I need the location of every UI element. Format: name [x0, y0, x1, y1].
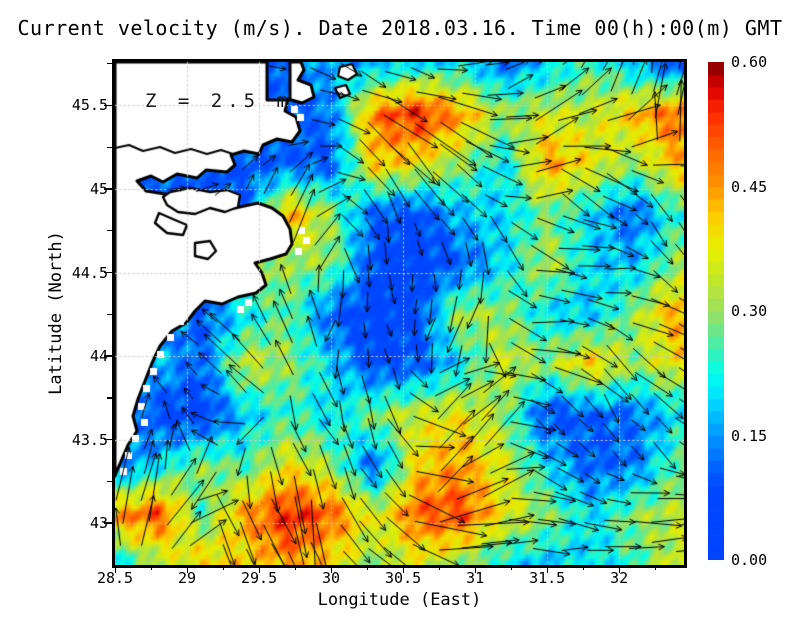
- x-tick-mark: [330, 565, 333, 573]
- x-minor-tick-mark: [438, 565, 440, 570]
- plot-title: Current velocity (m/s). Date 2018.03.16.…: [17, 16, 783, 40]
- map-plot-area: Z = 2.5 m: [112, 59, 687, 568]
- colorbar-tick-label: 0.15: [731, 426, 768, 445]
- colorbar-tick-label: 0.30: [731, 302, 768, 320]
- x-tick-label: 31.5: [529, 569, 566, 587]
- x-tick-label: 32: [610, 569, 629, 587]
- x-tick-mark: [114, 565, 117, 573]
- y-tick-mark: [104, 104, 112, 107]
- colorbar: [708, 62, 724, 560]
- y-tick-mark: [104, 271, 112, 274]
- y-tick-mark: [104, 188, 112, 190]
- x-minor-tick-mark: [294, 565, 296, 570]
- y-tick-label: 43.5: [71, 430, 108, 449]
- y-tick-label: 44: [89, 347, 108, 366]
- y-tick-label: 44.5: [71, 263, 108, 282]
- y-tick-mark: [104, 438, 112, 441]
- x-axis-label: Longitude (East): [317, 590, 482, 610]
- y-minor-tick-mark: [107, 230, 112, 232]
- y-axis-label: Latitude (North): [46, 231, 66, 395]
- y-minor-tick-mark: [107, 397, 112, 399]
- colorbar-tick-label: 0.45: [731, 177, 768, 196]
- y-tick-label: 45: [89, 180, 108, 198]
- y-tick-label: 45.5: [71, 96, 108, 115]
- colorbar-tick-label: 0.60: [731, 53, 768, 71]
- x-minor-tick-mark: [582, 565, 585, 570]
- x-tick-label: 29: [177, 569, 197, 587]
- x-minor-tick-mark: [654, 565, 657, 570]
- y-tick-mark: [104, 522, 112, 525]
- x-tick-label: 31: [466, 569, 485, 587]
- x-minor-tick-mark: [510, 565, 513, 570]
- x-tick-mark: [258, 565, 261, 573]
- x-minor-tick-mark: [222, 565, 224, 570]
- x-tick-mark: [546, 565, 549, 573]
- x-tick-label: 29.5: [240, 569, 278, 587]
- x-minor-tick-mark: [366, 565, 368, 570]
- current-velocity-map-canvas: [115, 62, 684, 565]
- y-minor-tick-mark: [107, 146, 112, 148]
- depth-annotation: Z = 2.5 m: [145, 90, 293, 112]
- y-minor-tick-mark: [107, 62, 112, 65]
- y-minor-tick-mark: [107, 313, 112, 316]
- x-tick-label: 28.5: [96, 569, 134, 587]
- x-tick-label: 30: [322, 569, 341, 587]
- y-tick-label: 43: [89, 514, 108, 533]
- x-tick-mark: [618, 565, 621, 573]
- y-minor-tick-mark: [107, 480, 112, 483]
- x-tick-mark: [474, 565, 477, 573]
- x-tick-mark: [186, 565, 189, 573]
- x-minor-tick-mark: [150, 565, 152, 570]
- x-tick-label: 30.5: [385, 569, 422, 587]
- colorbar-tick-label: 0.00: [731, 551, 768, 569]
- y-tick-mark: [104, 355, 112, 357]
- x-tick-mark: [402, 565, 405, 573]
